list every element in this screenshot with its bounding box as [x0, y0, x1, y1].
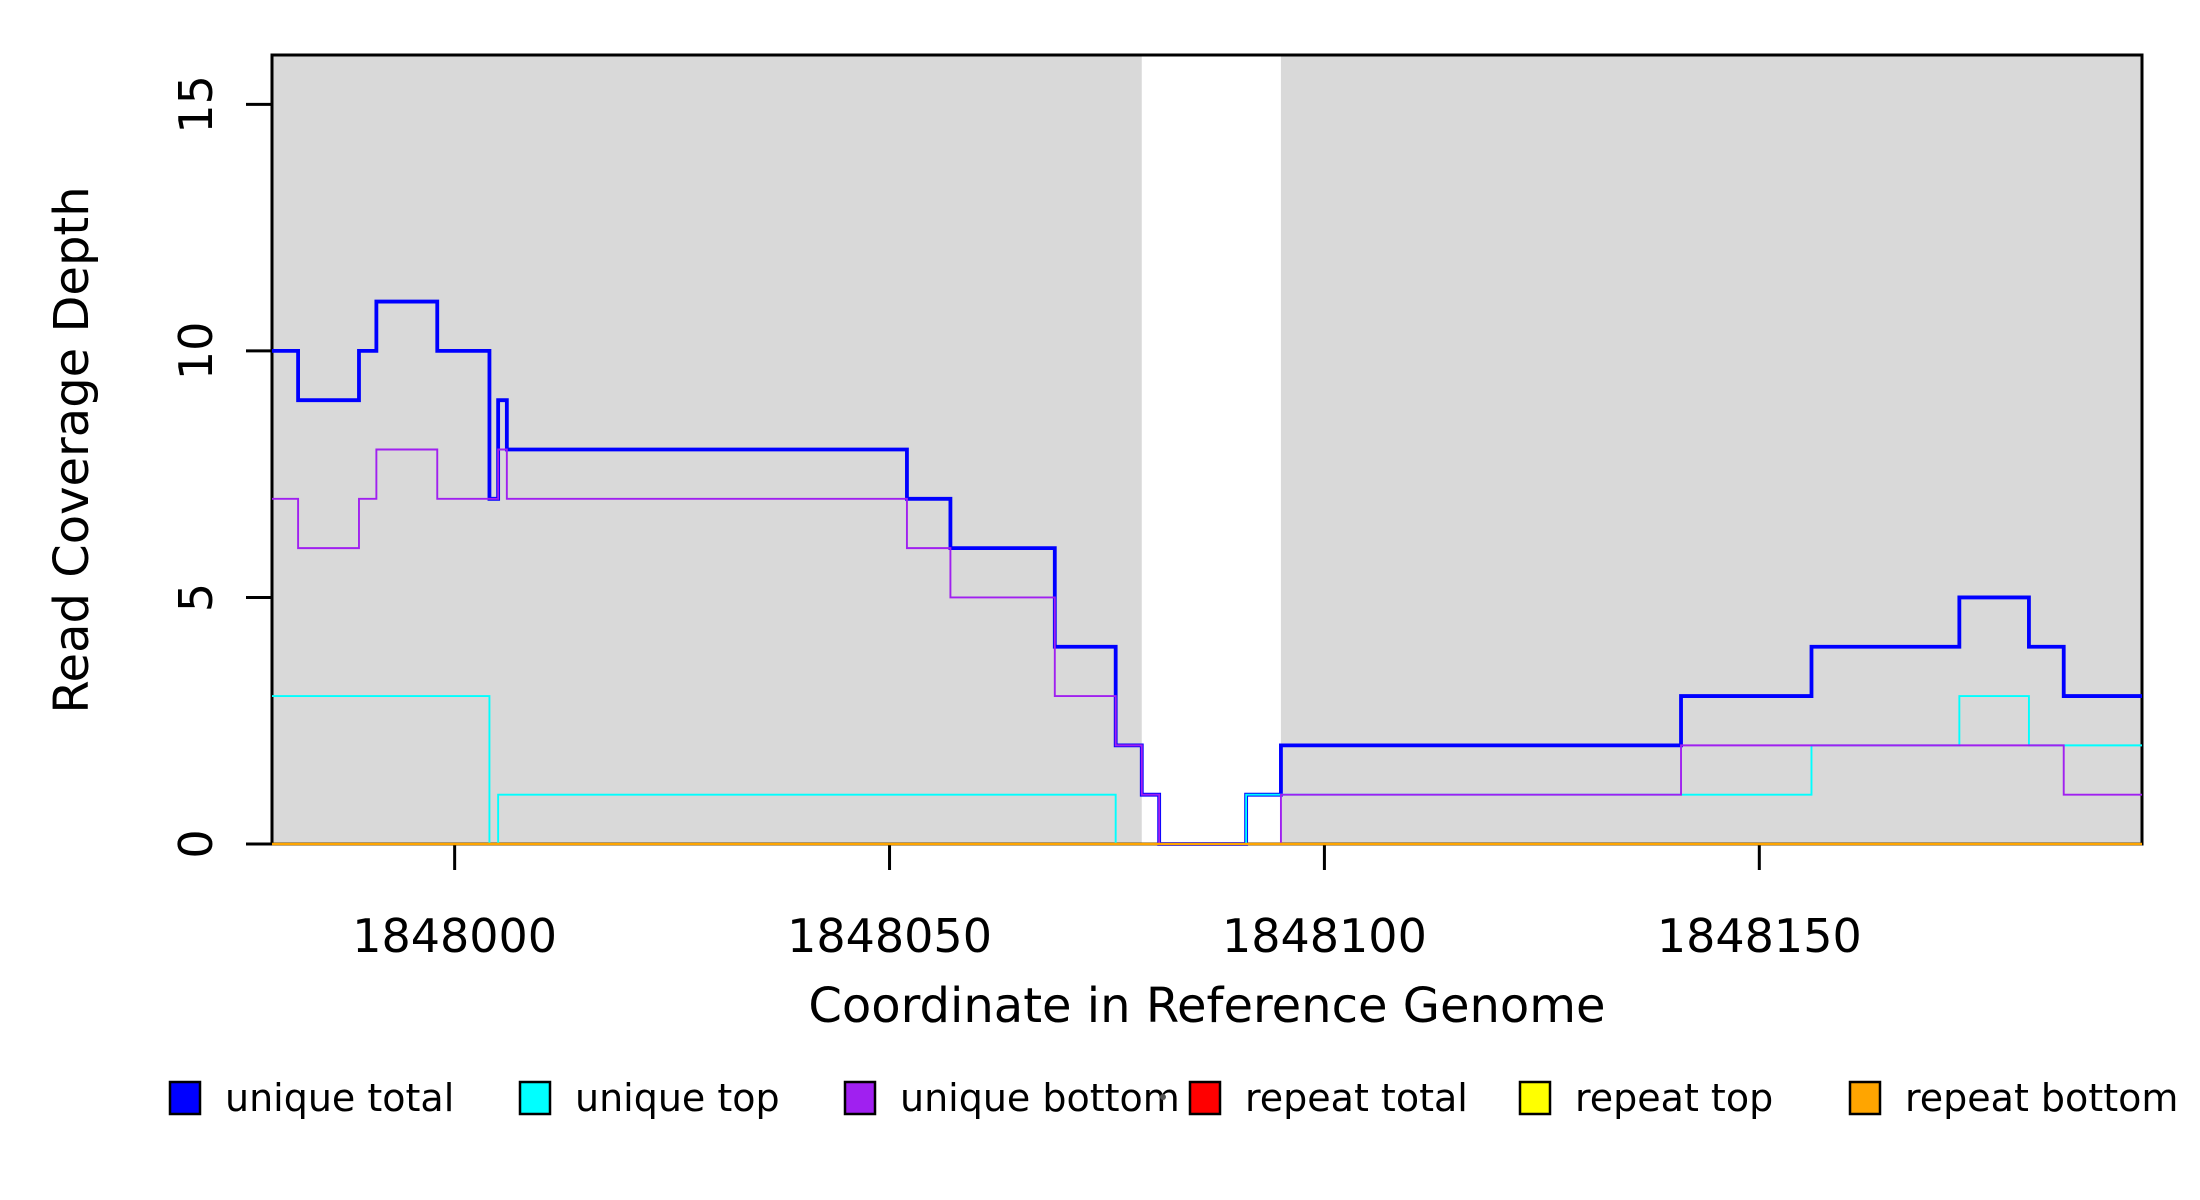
legend-item-repeat-top: repeat top — [1518, 1076, 1773, 1120]
legend-label: repeat bottom — [1905, 1076, 2178, 1120]
x-tick-label: 1848050 — [787, 909, 992, 963]
coverage-step-lines — [272, 299, 2142, 846]
legend-swatch — [843, 1080, 877, 1116]
y-tick-label: 10 — [169, 322, 223, 381]
legend-swatch — [1848, 1080, 1882, 1116]
alignable-region-shading — [272, 55, 2142, 844]
shaded-region — [1280, 55, 2142, 844]
legend-label: repeat total — [1245, 1076, 1468, 1120]
legend-item-unique-total: unique total — [168, 1076, 454, 1120]
series-line-unique-bottom — [272, 448, 2142, 845]
y-tick-label: 0 — [169, 829, 223, 858]
y-axis-title: Read Coverage Depth — [44, 186, 100, 713]
axis-ticks — [246, 102, 1761, 870]
legend-swatch — [1518, 1080, 1552, 1116]
y-tick-label: 5 — [169, 583, 223, 612]
legend-label: unique top — [575, 1076, 780, 1120]
series-line-unique-total — [272, 299, 2142, 846]
legend-item-repeat-bottom: repeat bottom — [1848, 1076, 2178, 1120]
legend-item-repeat-total: repeat total — [1188, 1076, 1468, 1120]
legend-item-unique-top: unique top — [518, 1076, 780, 1120]
legend: unique total unique top unique bottom repea… — [168, 1076, 2178, 1120]
legend-swatch — [518, 1080, 552, 1116]
x-tick-label: 1848100 — [1222, 909, 1427, 963]
legend-label: unique bottom — [900, 1076, 1180, 1120]
y-tick-label: 15 — [169, 75, 223, 134]
axis-tick-labels: 1848000 1848050 1848100 1848150 0 5 10 15 — [169, 75, 1862, 963]
legend-swatch — [168, 1080, 202, 1116]
legend-item-unique-bottom: unique bottom — [843, 1076, 1180, 1120]
x-tick-label: 1848150 — [1657, 909, 1862, 963]
x-axis-title: Coordinate in Reference Genome — [808, 978, 1605, 1034]
legend-label: repeat top — [1575, 1076, 1773, 1120]
x-tick-label: 1848000 — [352, 909, 557, 963]
legend-label: unique total — [225, 1076, 454, 1120]
legend-swatch — [1188, 1080, 1222, 1116]
legend-stray-dot — [1160, 1094, 1166, 1100]
